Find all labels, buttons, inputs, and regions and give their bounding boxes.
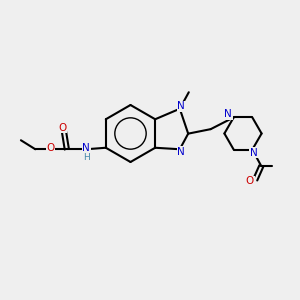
Text: O: O bbox=[46, 143, 54, 153]
Text: O: O bbox=[246, 176, 254, 186]
Text: N: N bbox=[177, 147, 185, 157]
Text: N: N bbox=[224, 110, 232, 119]
Text: N: N bbox=[82, 143, 90, 153]
Text: O: O bbox=[58, 123, 66, 133]
Text: H: H bbox=[83, 153, 90, 162]
Text: N: N bbox=[177, 101, 185, 111]
Text: N: N bbox=[250, 148, 258, 158]
